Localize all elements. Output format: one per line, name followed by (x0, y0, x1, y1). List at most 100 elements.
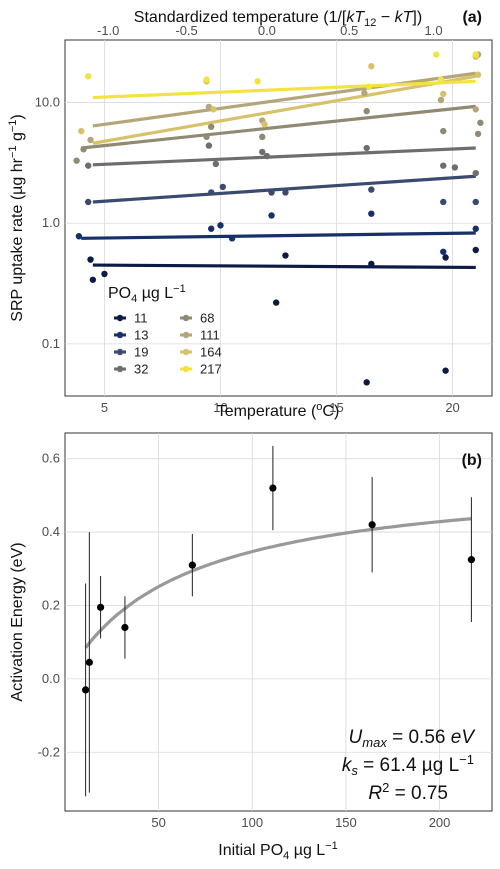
top-x-tick-label: -0.5 (175, 23, 197, 38)
x-tick-label: 5 (101, 400, 108, 415)
legend: PO4 µg L−1 11 13 19 32 68 111 164 217 (108, 283, 222, 377)
point-13 (208, 225, 215, 232)
panel-a-grid (65, 40, 492, 396)
panel-a-x-axis-title: Temperature (oC) (217, 401, 340, 420)
point-217 (85, 73, 92, 80)
x-tick-label: 50 (151, 815, 165, 830)
top-x-tick-label: 0.5 (340, 23, 358, 38)
point-19 (268, 189, 275, 196)
y-tick-label: 1.0 (42, 215, 60, 230)
data-point (121, 623, 129, 632)
fit-line-11 (92, 263, 476, 270)
x-tick-label: 20 (445, 400, 459, 415)
point-68 (203, 133, 210, 141)
y-tick-label: 0.6 (42, 451, 60, 466)
point-32 (212, 160, 220, 168)
legend-key-point-32 (116, 365, 124, 373)
fit-annotation: Umax = 0.56 eV ks = 61.4 µg L−1 R2 = 0.7… (342, 727, 476, 804)
top-x-tick-label: -1.0 (97, 23, 119, 38)
panel-a-points (73, 51, 484, 386)
fit-line-68 (81, 104, 476, 150)
panel-b-frame (64, 432, 493, 812)
fit-line-13 (81, 231, 476, 240)
fit-line-164 (92, 74, 477, 145)
panel-b-points (82, 445, 475, 797)
panel-a-frame (64, 39, 493, 397)
panel-b-label: (b) (462, 452, 482, 469)
panel-b-grid (65, 433, 492, 811)
panel-a-y-axis-title: SRP uptake rate (µg hr−1 g−1) (7, 114, 26, 321)
legend-key-point-164 (182, 348, 190, 356)
point-13 (268, 212, 275, 219)
point-164 (78, 127, 85, 135)
fit-curve (84, 517, 472, 649)
data-point (85, 658, 93, 666)
point-11 (89, 276, 97, 283)
data-point (368, 521, 376, 529)
x-tick-label: 100 (241, 815, 263, 830)
y-tick-label: 0.4 (42, 524, 60, 539)
data-point (269, 484, 277, 492)
point-217 (437, 76, 445, 83)
annotation-umax: Umax = 0.56 eV (349, 727, 477, 750)
point-32 (263, 152, 271, 160)
point-19 (85, 198, 92, 206)
legend-title: PO4 µg L−1 (108, 283, 186, 305)
point-68 (363, 107, 370, 115)
panel-b-y-axis-title: Activation Energy (eV) (9, 542, 26, 701)
point-68 (73, 157, 80, 164)
point-19 (219, 183, 227, 191)
point-32 (205, 142, 213, 149)
point-164 (368, 63, 375, 70)
point-11 (472, 246, 479, 254)
y-tick-label: -0.2 (38, 744, 60, 759)
legend-label-217: 217 (200, 362, 222, 377)
data-point (96, 603, 105, 611)
panel-a: 5 10 15 20 0.1 1.0 10.0 -1.0 -0.5 0.0 0.5 1.0 Stand… (7, 9, 493, 420)
point-13 (217, 222, 224, 229)
point-164 (440, 90, 447, 98)
point-13 (440, 248, 447, 255)
point-32 (440, 162, 447, 169)
legend-key-point-217 (182, 365, 190, 373)
point-68 (474, 130, 482, 138)
point-68 (208, 123, 215, 130)
point-111 (437, 96, 445, 104)
point-68 (477, 119, 484, 126)
legend-label-164: 164 (200, 345, 222, 360)
point-13 (368, 210, 375, 217)
top-x-tick-label: 1.0 (425, 23, 443, 38)
point-11 (272, 299, 280, 306)
panel-a-label: (a) (462, 9, 482, 26)
y-tick-label: 10.0 (35, 95, 60, 110)
point-164 (261, 121, 268, 128)
point-11 (87, 256, 94, 263)
legend-key-point-11 (116, 314, 124, 322)
point-13 (228, 235, 236, 242)
annotation-r2: R2 = 0.75 (368, 780, 448, 804)
point-111 (472, 106, 479, 113)
point-19 (472, 198, 479, 206)
legend-key-point-68 (182, 314, 190, 322)
point-13 (75, 233, 83, 240)
x-tick-label: 200 (429, 815, 451, 830)
point-217 (254, 78, 261, 85)
panel-b: 50 100 150 200 -0.2 0.0 0.2 0.4 0.6 (b) Initial … (9, 432, 493, 862)
y-tick-label: 0.1 (42, 336, 60, 351)
point-11 (282, 252, 289, 259)
point-32 (259, 148, 266, 156)
legend-items: 11 13 19 32 68 111 164 217 (114, 311, 222, 377)
point-68 (259, 133, 266, 141)
y-tick-label: 0.2 (42, 597, 60, 612)
point-11 (363, 379, 370, 386)
point-217 (203, 76, 210, 83)
fit-line-32 (92, 146, 476, 167)
point-19 (440, 198, 447, 206)
point-11 (368, 260, 375, 268)
point-217 (433, 51, 440, 58)
legend-label-13: 13 (134, 328, 148, 343)
legend-label-32: 32 (134, 362, 148, 377)
panel-a-tick-labels: 5 10 15 20 0.1 1.0 10.0 -1.0 -0.5 0.0 0.5 1.0 (35, 23, 460, 415)
panel-a-top-axis-title: Standardized temperature (1/[kT12 − kT]) (134, 9, 422, 29)
